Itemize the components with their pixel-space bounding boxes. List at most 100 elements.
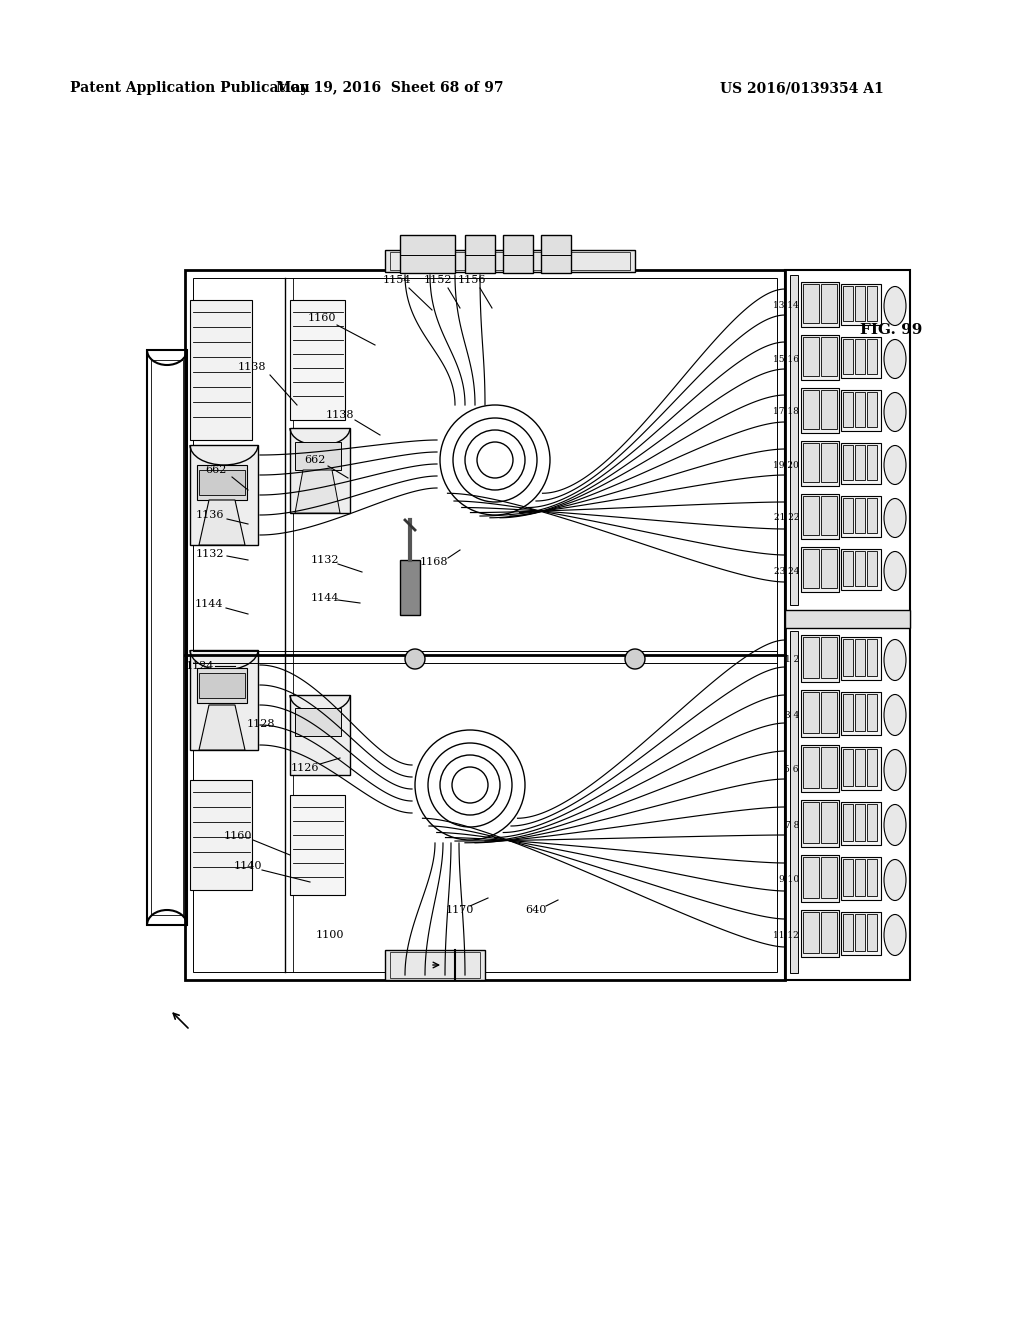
Text: 3 4: 3 4: [784, 710, 799, 719]
Bar: [197, 668, 247, 704]
Text: 1138: 1138: [238, 362, 266, 372]
Bar: [821, 638, 837, 678]
Bar: [867, 859, 877, 896]
Bar: [867, 498, 877, 533]
Ellipse shape: [884, 694, 906, 735]
Bar: [147, 350, 187, 925]
Bar: [785, 610, 910, 628]
Bar: [855, 639, 865, 676]
Ellipse shape: [884, 804, 906, 846]
Bar: [400, 560, 420, 615]
Bar: [841, 747, 881, 789]
Bar: [801, 909, 839, 957]
Bar: [855, 913, 865, 950]
Bar: [400, 235, 455, 273]
Text: 1132: 1132: [196, 549, 224, 558]
Polygon shape: [295, 470, 340, 513]
Bar: [790, 275, 798, 605]
Circle shape: [625, 649, 645, 669]
Bar: [465, 235, 495, 273]
Bar: [290, 428, 350, 513]
Bar: [843, 339, 853, 374]
Bar: [290, 300, 345, 420]
Ellipse shape: [884, 639, 906, 681]
Bar: [855, 339, 865, 374]
Bar: [867, 694, 877, 731]
Bar: [801, 690, 839, 737]
Bar: [843, 392, 853, 426]
Bar: [190, 300, 252, 440]
Bar: [841, 638, 881, 680]
Bar: [855, 445, 865, 480]
Bar: [801, 388, 839, 433]
Text: 5 6: 5 6: [784, 766, 799, 775]
Bar: [385, 249, 635, 272]
Text: 662: 662: [206, 465, 226, 475]
Bar: [867, 748, 877, 785]
Bar: [867, 639, 877, 676]
Text: 640: 640: [525, 906, 547, 915]
Bar: [867, 445, 877, 480]
Bar: [190, 445, 258, 545]
Bar: [801, 635, 839, 682]
Text: 17 18: 17 18: [773, 408, 799, 417]
Text: 1124: 1124: [185, 661, 214, 671]
Bar: [821, 857, 837, 898]
Text: 1136: 1136: [196, 510, 224, 520]
Bar: [390, 952, 480, 978]
Bar: [843, 694, 853, 731]
Bar: [801, 282, 839, 327]
Text: 15 16: 15 16: [773, 355, 799, 363]
Bar: [841, 857, 881, 900]
Bar: [855, 859, 865, 896]
Bar: [197, 465, 247, 500]
Bar: [151, 360, 183, 915]
Bar: [199, 470, 245, 495]
Bar: [821, 389, 837, 429]
Text: 1100: 1100: [315, 931, 344, 940]
Bar: [295, 442, 341, 470]
Bar: [803, 284, 819, 323]
Text: 1144: 1144: [195, 599, 223, 609]
Bar: [390, 252, 630, 271]
Bar: [867, 286, 877, 321]
Bar: [867, 392, 877, 426]
Text: May 19, 2016  Sheet 68 of 97: May 19, 2016 Sheet 68 of 97: [276, 81, 504, 95]
Bar: [803, 549, 819, 587]
Text: 1160: 1160: [224, 832, 252, 841]
Ellipse shape: [884, 552, 906, 590]
Text: 1144: 1144: [310, 593, 339, 603]
Bar: [867, 550, 877, 586]
Polygon shape: [199, 705, 245, 750]
Bar: [290, 696, 350, 775]
Bar: [503, 235, 534, 273]
Bar: [801, 546, 839, 591]
Text: FIG. 99: FIG. 99: [860, 323, 923, 337]
Bar: [855, 550, 865, 586]
Text: 1154: 1154: [383, 275, 412, 285]
Bar: [801, 441, 839, 486]
Bar: [801, 855, 839, 902]
Bar: [867, 913, 877, 950]
Text: Patent Application Publication: Patent Application Publication: [70, 81, 309, 95]
Bar: [843, 639, 853, 676]
Bar: [855, 286, 865, 321]
Bar: [855, 392, 865, 426]
Text: 1152: 1152: [424, 275, 453, 285]
Text: 23 24: 23 24: [773, 566, 799, 576]
Bar: [821, 912, 837, 953]
Bar: [841, 444, 881, 484]
Ellipse shape: [884, 339, 906, 379]
Ellipse shape: [884, 750, 906, 791]
Bar: [855, 694, 865, 731]
Ellipse shape: [884, 286, 906, 326]
Bar: [185, 271, 785, 979]
Text: 1132: 1132: [310, 554, 339, 565]
Text: 662: 662: [304, 455, 326, 465]
Bar: [843, 748, 853, 785]
Bar: [803, 857, 819, 898]
Text: 9 10: 9 10: [779, 875, 799, 884]
Ellipse shape: [884, 859, 906, 900]
Bar: [855, 804, 865, 841]
Text: 1138: 1138: [326, 411, 354, 420]
